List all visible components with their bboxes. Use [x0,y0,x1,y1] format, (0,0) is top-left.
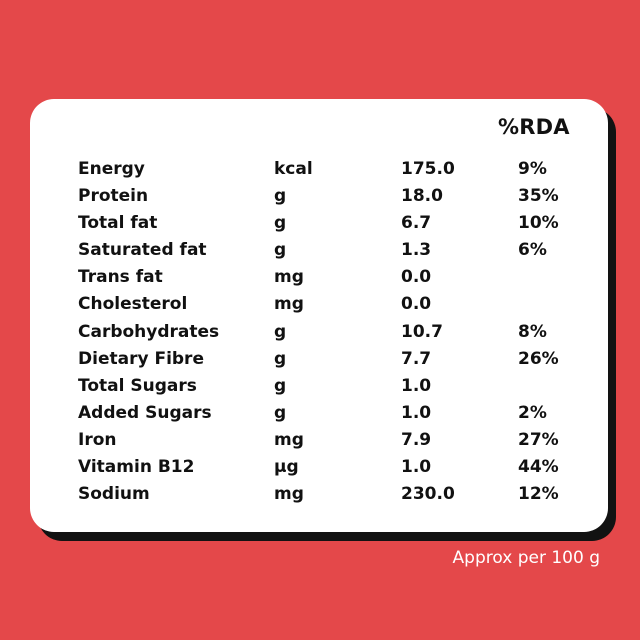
nutrient-unit: mg [274,484,304,505]
nutrition-row-energy: Energy kcal 175.0 9% [78,156,598,183]
nutrient-value: 10.7 [401,321,443,342]
nutrition-row-total-sugars: Total Sugars g 1.0 [78,373,598,400]
nutrient-name: Cholesterol [78,294,188,315]
nutrition-row-saturated-fat: Saturated fat g 1.3 6% [78,237,598,264]
nutrient-name: Protein [78,186,149,207]
nutrient-rda: 26% [518,348,559,369]
nutrient-value: 1.0 [401,375,432,396]
nutrient-value: 6.7 [401,213,432,234]
nutrient-rda: 9% [518,159,547,179]
nutrient-unit: g [274,213,287,234]
nutrient-rda: 44% [518,457,559,478]
nutrient-rda: 12% [518,484,559,505]
nutrient-name: Total fat [78,213,158,234]
nutrient-unit: g [274,321,287,342]
nutrition-row-added-sugars: Added Sugars g 1.0 2% [78,400,598,427]
nutrient-value: 18.0 [401,186,443,207]
nutrient-unit: g [274,348,287,369]
nutrition-row-vitamin-b12: Vitamin B12 µg 1.0 44% [78,454,598,481]
nutrient-rda: 6% [518,240,547,261]
nutrient-rda: 35% [518,186,559,207]
nutrient-value: 1.3 [401,240,432,261]
nutrient-name: Total Sugars [78,375,197,396]
nutrient-rda: 10% [518,213,559,234]
nutrition-row-iron: Iron mg 7.9 27% [78,427,598,454]
nutrition-card: %RDA Energy kcal 175.0 9% Protein g 18.0… [30,99,608,532]
nutrient-name: Vitamin B12 [78,457,195,478]
nutrient-unit: mg [274,294,304,315]
nutrient-name: Iron [78,429,117,450]
nutrition-row-trans-fat: Trans fat mg 0.0 [78,264,598,291]
nutrient-value: 1.0 [401,402,432,423]
nutrient-value: 0.0 [401,267,432,288]
rda-column-header: %RDA [498,115,570,139]
nutrient-unit: kcal [274,159,313,179]
nutrition-table: Energy kcal 175.0 9% Protein g 18.0 35% … [78,156,598,508]
nutrient-unit: g [274,186,287,207]
nutrient-rda: 27% [518,429,559,450]
nutrition-row-total-fat: Total fat g 6.7 10% [78,210,598,237]
nutrient-name: Saturated fat [78,240,207,261]
nutrition-row-cholesterol: Cholesterol mg 0.0 [78,291,598,318]
nutrient-name: Trans fat [78,267,163,288]
nutrient-unit: g [274,375,287,396]
nutrient-value: 230.0 [401,484,455,505]
nutrient-name: Energy [78,159,145,179]
nutrient-name: Dietary Fibre [78,348,204,369]
nutrient-name: Carbohydrates [78,321,220,342]
nutrient-name: Added Sugars [78,402,212,423]
nutrient-rda: 8% [518,321,547,342]
nutrient-unit: mg [274,267,304,288]
nutrition-row-sodium: Sodium mg 230.0 12% [78,481,598,508]
nutrition-row-protein: Protein g 18.0 35% [78,183,598,210]
nutrition-row-dietary-fibre: Dietary Fibre g 7.7 26% [78,346,598,373]
nutrient-unit: g [274,240,287,261]
nutrient-value: 1.0 [401,457,432,478]
nutrient-rda: 2% [518,402,547,423]
nutrient-unit: µg [274,457,299,478]
nutrient-value: 7.9 [401,429,432,450]
nutrition-row-carbohydrates: Carbohydrates g 10.7 8% [78,319,598,346]
nutrient-value: 175.0 [401,159,455,179]
serving-note: Approx per 100 g [452,548,600,568]
nutrient-unit: g [274,402,287,423]
nutrient-name: Sodium [78,484,150,505]
nutrient-value: 0.0 [401,294,432,315]
nutrient-unit: mg [274,429,304,450]
nutrient-value: 7.7 [401,348,432,369]
